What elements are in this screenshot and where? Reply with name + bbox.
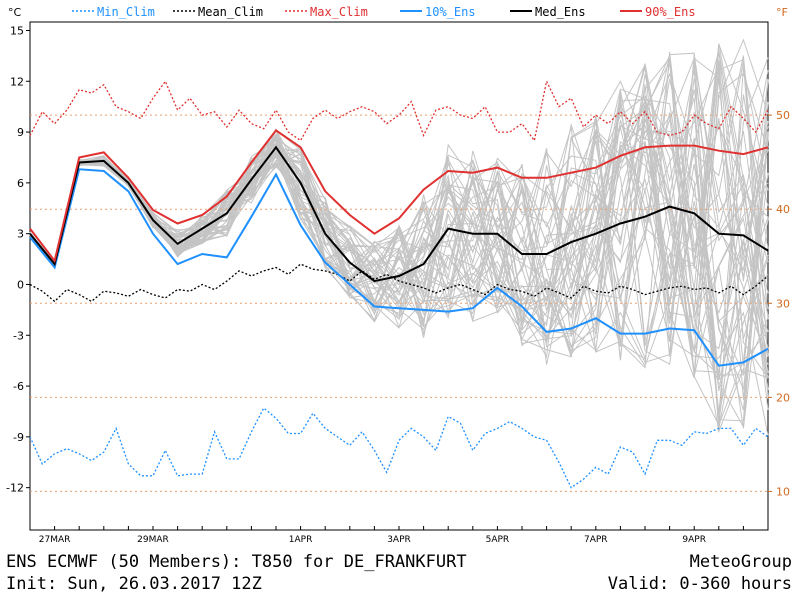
series-med-ens [29,145,769,283]
series-lines [29,79,769,489]
y-axis-right: 50 40 30 20 10 [768,109,790,498]
right-axis-gridlines [30,114,768,492]
legend-label: Med_Ens [535,5,586,19]
legend-label: 90%_Ens [645,5,696,19]
y-tick-label-right: 40 [776,203,790,216]
legend-label: Max_Clim [310,5,368,19]
brand-label: MeteoGroup [689,552,792,572]
series-mean-clim [29,263,769,303]
x-tick-label: 29MAR [137,535,169,545]
series-min-clim [29,407,769,489]
legend-label: Min_Clim [97,5,155,19]
legend-label: 10%_Ens [425,5,476,19]
y-tick-label: 6 [17,177,24,190]
series-90-ens [29,129,769,264]
y-tick-label: 3 [17,228,24,241]
y-tick-label: 0 [17,278,24,291]
y-tick-label: 12 [10,75,24,88]
y-axis-left: 15 12 9 6 3 0 -3 -6 -9 -12 [6,24,30,495]
y-tick-label: -3 [13,329,24,342]
y-unit-left: °C [8,6,22,19]
y-tick-label-right: 20 [776,391,790,404]
series-max-clim [29,79,769,143]
valid-range: Valid: 0-360 hours [607,574,792,594]
chart-subtitle: Init: Sun, 26.03.2017 12Z [6,574,262,594]
x-tick-label: 5APR [486,535,510,545]
x-tick-label: 7APR [584,535,608,545]
x-axis: 27MAR 29MAR 1APR 3APR 5APR 7APR 9APR [29,526,769,545]
legend-label: Mean_Clim [198,5,263,19]
ensemble-member-line [29,67,769,433]
x-tick-label: 1APR [289,535,313,545]
y-tick-label: -12 [6,482,24,495]
plot-area [29,21,769,531]
x-tick-label: 3APR [387,535,411,545]
y-tick-label-right: 10 [776,485,790,498]
y-tick-label: -6 [13,380,24,393]
y-tick-label: 9 [17,126,24,139]
x-tick-label: 9APR [682,535,706,545]
y-tick-label-right: 50 [776,109,790,122]
ensemble-member-line [29,112,769,380]
x-tick-label: 27MAR [39,535,71,545]
ensemble-member-line [29,58,769,356]
legend: °C °F Min_Clim Mean_Clim Max_Clim 10%_Ens Me… [8,5,788,19]
y-tick-label: -9 [13,431,24,444]
chart-title: ENS ECMWF (50 Members): T850 for DE_FRAN… [6,552,467,572]
y-unit-right: °F [776,6,788,19]
y-tick-label-right: 30 [776,297,790,310]
y-tick-label: 15 [10,24,24,37]
series-10-ens [29,168,769,367]
